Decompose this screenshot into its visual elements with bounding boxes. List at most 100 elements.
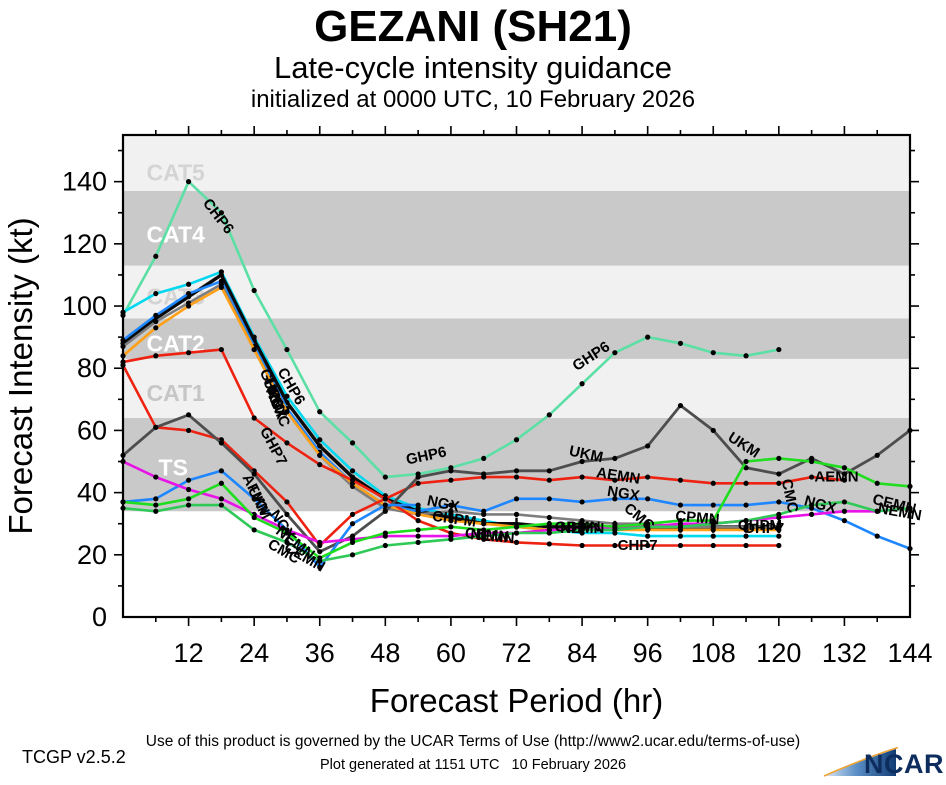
series-AFMN-line — [121, 469, 420, 569]
series-UKM-marker — [645, 443, 651, 449]
series-CHP6-marker — [546, 412, 552, 418]
series-GHP7-marker — [251, 415, 257, 421]
series-CHP6-marker — [317, 409, 323, 415]
ncar-logo-text: NCAR — [864, 749, 944, 779]
series-NEMN-marker — [612, 527, 618, 533]
series-NGX-marker — [185, 290, 192, 297]
y-tick-label-40: 40 — [77, 478, 107, 508]
band-cat5 — [123, 135, 910, 191]
series-CPMN-marker — [218, 496, 224, 502]
series-CMC-marker — [153, 318, 159, 325]
series-GHP7-marker — [218, 346, 224, 353]
series-NGX-marker — [579, 499, 585, 505]
series-GHP7-marker — [776, 542, 782, 549]
x-tick-label-132: 132 — [822, 638, 867, 668]
model-label-CEMN: CEMN — [464, 525, 509, 546]
series-NEMN-marker — [710, 521, 716, 527]
series-UKM-marker — [153, 424, 159, 430]
series-CEMN-marker — [185, 496, 192, 502]
series-NEMN-marker — [645, 524, 651, 530]
series-AEMN-marker — [546, 477, 552, 483]
series-AFMN-marker — [382, 502, 388, 508]
series-UKM-marker — [284, 511, 290, 517]
x-tick-label-36: 36 — [305, 638, 335, 668]
series-AEMN-marker — [185, 427, 192, 434]
series-AFMN-marker — [349, 521, 356, 527]
y-tick-label-80: 80 — [77, 353, 107, 383]
series-GHP7-marker — [284, 440, 290, 446]
series-GBMN-marker — [548, 520, 551, 533]
series-GHP7-marker — [743, 542, 749, 549]
series-NEMN-marker — [513, 530, 520, 536]
series-GHP7-marker — [546, 541, 552, 547]
series-AEMN-marker — [415, 480, 421, 486]
series-OHP7-marker — [317, 452, 323, 458]
series-CHP6-marker — [185, 179, 192, 185]
series-GHP7-marker — [645, 542, 651, 549]
band-cat4 — [123, 190, 910, 266]
series-UKM-marker — [710, 427, 716, 434]
series-NEMN-marker — [153, 508, 159, 514]
series-AEMN-marker — [349, 511, 356, 517]
series-AFMN-marker — [185, 477, 192, 483]
series-CPMN-marker — [185, 486, 192, 493]
series-CPMN-marker — [841, 508, 848, 514]
series-GBMN-marker — [218, 272, 224, 278]
terms-of-use-text: Use of this product is governed by the U… — [145, 733, 801, 750]
series-NEMN-marker — [809, 502, 815, 508]
series-CPMN-marker — [809, 511, 815, 517]
series-NEMN-marker — [481, 533, 487, 539]
series-UKM-marker — [513, 468, 520, 474]
x-tick-label-108: 108 — [691, 638, 736, 668]
series-CPMN-marker — [415, 533, 421, 539]
x-tick-label-84: 84 — [567, 638, 597, 668]
series-AEMN-marker — [382, 496, 388, 502]
series-GHP7-marker — [153, 353, 159, 359]
x-tick-label-96: 96 — [633, 638, 663, 668]
x-tick-label-120: 120 — [756, 638, 801, 668]
series-CHP6-marker — [284, 346, 290, 353]
x-tick-label-24: 24 — [239, 638, 269, 668]
y-tick-label-120: 120 — [62, 229, 107, 259]
series-CEMN-marker — [677, 518, 684, 524]
series-NEMN-marker — [185, 502, 192, 508]
band-ts — [123, 417, 910, 512]
series-CEMN-marker — [809, 458, 815, 465]
series-NEMN-marker — [776, 511, 782, 517]
series-OHP7-marker — [776, 527, 782, 533]
series-CHP6-marker — [743, 353, 749, 359]
series-UKM-marker — [776, 471, 782, 477]
series-CHP6-marker — [677, 340, 684, 346]
series-CEMN-marker — [841, 465, 848, 471]
model-label-CPMN: CPMN — [675, 508, 720, 529]
series-OHP7-marker — [481, 521, 487, 527]
series-CEMN-marker — [218, 480, 224, 486]
model-label-NEMN: NEMN — [470, 526, 515, 547]
series-GHP7-marker — [710, 542, 716, 549]
series-UKM-marker — [677, 402, 684, 409]
series-AFMN-marker — [153, 496, 159, 502]
series-NGX-marker — [677, 502, 684, 508]
series-AFMN-marker — [218, 468, 224, 474]
series-AEMN-marker — [612, 477, 618, 483]
page-subtitle: Late-cycle intensity guidance — [273, 50, 673, 85]
series-NGX-marker — [513, 496, 520, 502]
series-OHP7-marker — [710, 527, 716, 533]
series-CHP6-marker — [251, 287, 257, 294]
series-AEMN-marker — [645, 474, 651, 480]
series-NGX-marker — [448, 502, 454, 508]
series-CPMN-marker — [317, 539, 323, 545]
series-UKM-marker — [185, 412, 192, 418]
series-UKM-marker — [251, 471, 257, 477]
series-CEMN-marker — [251, 514, 257, 521]
band-label-cat4: CAT4 — [147, 222, 206, 248]
series-NGX-marker — [612, 496, 618, 502]
series-CHPM-marker — [317, 437, 323, 443]
model-label-CHP7: CHP7 — [618, 537, 658, 554]
series-CHP6-marker — [579, 381, 585, 387]
ncar-logo-swoosh — [823, 746, 899, 777]
series-NGX-marker — [710, 502, 716, 508]
series-CHP6-marker — [776, 346, 782, 353]
